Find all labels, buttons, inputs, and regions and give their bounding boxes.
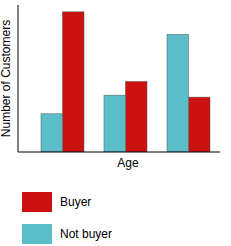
bar — [189, 97, 211, 152]
bar — [126, 81, 148, 152]
bar — [104, 95, 126, 152]
y-label: Number of Customers — [0, 20, 13, 137]
legend-swatch — [22, 192, 52, 212]
bar — [167, 34, 189, 152]
bar — [41, 114, 63, 152]
x-axis — [18, 152, 220, 153]
chart: Age Number of Customers Buyer Not buyer — [0, 0, 231, 246]
legend-label: Not buyer — [60, 227, 112, 241]
bars — [41, 12, 210, 152]
x-label: Age — [117, 156, 139, 170]
y-axis — [18, 5, 19, 152]
bar — [63, 12, 85, 152]
legend-swatch — [22, 224, 52, 244]
legend-label: Buyer — [60, 195, 91, 209]
